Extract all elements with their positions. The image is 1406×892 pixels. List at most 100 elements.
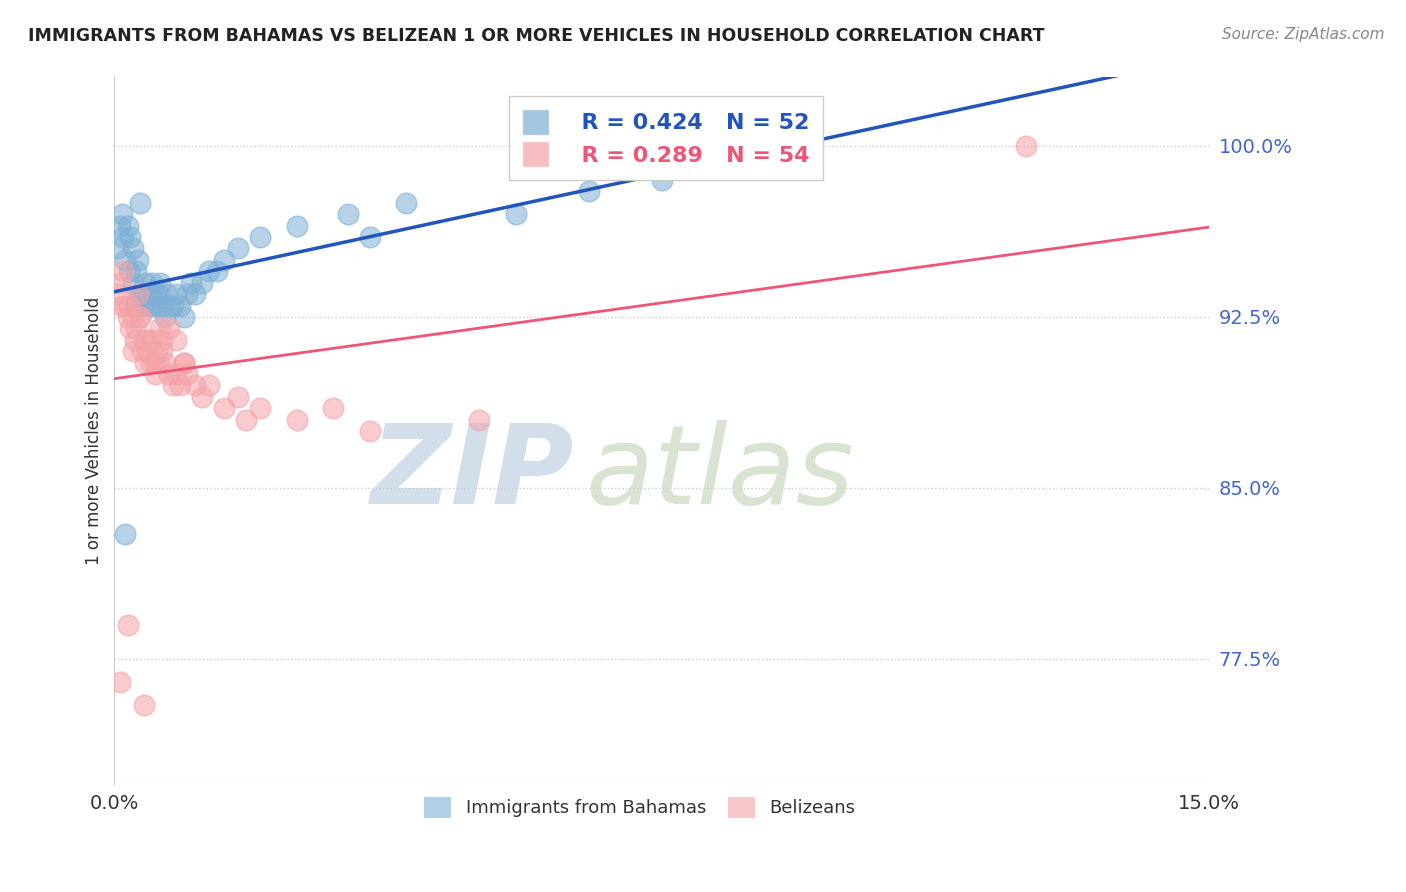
Point	[212, 252, 235, 267]
Point	[285, 219, 308, 233]
Point	[191, 276, 214, 290]
Point	[136, 333, 159, 347]
Point	[169, 378, 191, 392]
Point	[120, 230, 142, 244]
Point	[155, 355, 177, 369]
Point	[395, 195, 418, 210]
Point	[110, 674, 132, 689]
Point	[107, 242, 129, 256]
Point	[138, 287, 160, 301]
Point	[228, 390, 250, 404]
Point	[336, 207, 359, 221]
Point	[124, 333, 146, 347]
Point	[129, 310, 152, 324]
Point	[198, 378, 221, 392]
Point	[114, 298, 136, 312]
Point	[148, 355, 170, 369]
Point	[651, 173, 673, 187]
Point	[129, 195, 152, 210]
Point	[131, 344, 153, 359]
Point	[228, 242, 250, 256]
Point	[117, 310, 139, 324]
Point	[127, 287, 149, 301]
Point	[121, 344, 143, 359]
Point	[118, 298, 141, 312]
Point	[121, 310, 143, 324]
Point	[129, 310, 152, 324]
Point	[148, 287, 170, 301]
Point	[183, 287, 205, 301]
Point	[322, 401, 344, 416]
Point	[117, 219, 139, 233]
Point	[359, 424, 381, 438]
Point	[132, 698, 155, 712]
Point	[121, 276, 143, 290]
Point	[125, 264, 148, 278]
Point	[249, 401, 271, 416]
Point	[110, 219, 132, 233]
Point	[157, 321, 180, 335]
Point	[111, 207, 134, 221]
Point	[112, 230, 135, 244]
Point	[132, 287, 155, 301]
Point	[165, 333, 187, 347]
Point	[150, 333, 173, 347]
Point	[198, 264, 221, 278]
Point	[180, 276, 202, 290]
Text: ZIP: ZIP	[371, 420, 574, 527]
Point	[183, 378, 205, 392]
Point	[134, 355, 156, 369]
Point	[111, 298, 134, 312]
Point	[141, 276, 163, 290]
Point	[125, 298, 148, 312]
Point	[112, 264, 135, 278]
Point	[120, 321, 142, 335]
Point	[127, 252, 149, 267]
Point	[468, 412, 491, 426]
Point	[169, 298, 191, 312]
Point	[173, 310, 195, 324]
Point	[155, 310, 177, 324]
Point	[145, 344, 167, 359]
Point	[173, 355, 195, 369]
Y-axis label: 1 or more Vehicles in Household: 1 or more Vehicles in Household	[86, 297, 103, 565]
Point	[162, 298, 184, 312]
Point	[156, 287, 179, 301]
Point	[110, 276, 132, 290]
Point	[578, 185, 600, 199]
Point	[165, 287, 187, 301]
Point	[285, 412, 308, 426]
Point	[136, 298, 159, 312]
Point	[124, 298, 146, 312]
Point	[150, 344, 173, 359]
Point	[114, 526, 136, 541]
Point	[176, 287, 198, 301]
Point	[165, 367, 187, 381]
Point	[117, 617, 139, 632]
Point	[162, 378, 184, 392]
Point	[157, 298, 180, 312]
Point	[150, 298, 173, 312]
Point	[114, 252, 136, 267]
Point	[139, 298, 162, 312]
Point	[359, 230, 381, 244]
Text: IMMIGRANTS FROM BAHAMAS VS BELIZEAN 1 OR MORE VEHICLES IN HOUSEHOLD CORRELATION : IMMIGRANTS FROM BAHAMAS VS BELIZEAN 1 OR…	[28, 27, 1045, 45]
Point	[131, 298, 153, 312]
Point	[143, 287, 166, 301]
Point	[191, 390, 214, 404]
Text: atlas: atlas	[585, 420, 853, 527]
Point	[249, 230, 271, 244]
Point	[134, 276, 156, 290]
Point	[1015, 139, 1038, 153]
Point	[212, 401, 235, 416]
Point	[145, 298, 167, 312]
Point	[157, 367, 180, 381]
Point	[143, 367, 166, 381]
Legend: Immigrants from Bahamas, Belizeans: Immigrants from Bahamas, Belizeans	[418, 789, 862, 825]
Point	[149, 276, 172, 290]
Point	[173, 355, 195, 369]
Point	[107, 287, 129, 301]
Point	[118, 264, 141, 278]
Text: Source: ZipAtlas.com: Source: ZipAtlas.com	[1222, 27, 1385, 42]
Point	[235, 412, 257, 426]
